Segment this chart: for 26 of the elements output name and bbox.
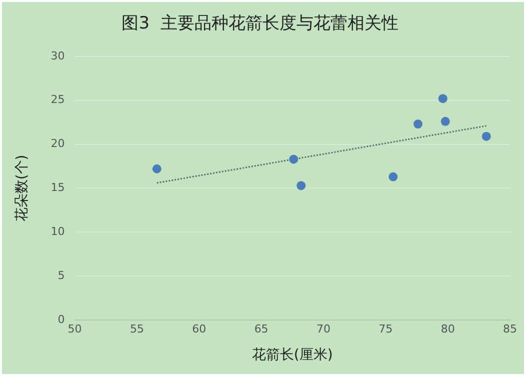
point [388, 172, 398, 182]
chart-title: 图3 主要品种花箭长度与花蕾相关性 [122, 14, 398, 34]
x-tick-label: 50 [68, 322, 82, 336]
x-tick-label: 80 [440, 322, 455, 336]
point [296, 181, 306, 190]
y-tick-label: 30 [50, 49, 65, 62]
x-tick-label: 75 [378, 322, 393, 336]
y-tick-label: 25 [50, 93, 65, 106]
y-tick-label: 20 [50, 137, 65, 150]
y-tick-label: 10 [50, 224, 65, 238]
point [438, 94, 448, 104]
x-tick-label: 60 [192, 322, 206, 336]
point [152, 164, 162, 174]
x-tick-label: 55 [130, 322, 144, 336]
y-tick-label: 15 [50, 181, 65, 194]
point [413, 120, 422, 129]
point [440, 116, 450, 126]
y-tick-label: 5 [58, 268, 65, 282]
point [289, 154, 298, 164]
x-tick-label: 85 [503, 322, 517, 336]
x-axis-title: 花箭长(厘米) [252, 347, 333, 364]
x-tick-label: 65 [254, 322, 268, 336]
y-tick-label: 0 [58, 312, 65, 326]
x-tick-label: 70 [316, 322, 330, 336]
point [482, 132, 491, 141]
y-axis-title: 花朵数(个) [14, 154, 30, 222]
